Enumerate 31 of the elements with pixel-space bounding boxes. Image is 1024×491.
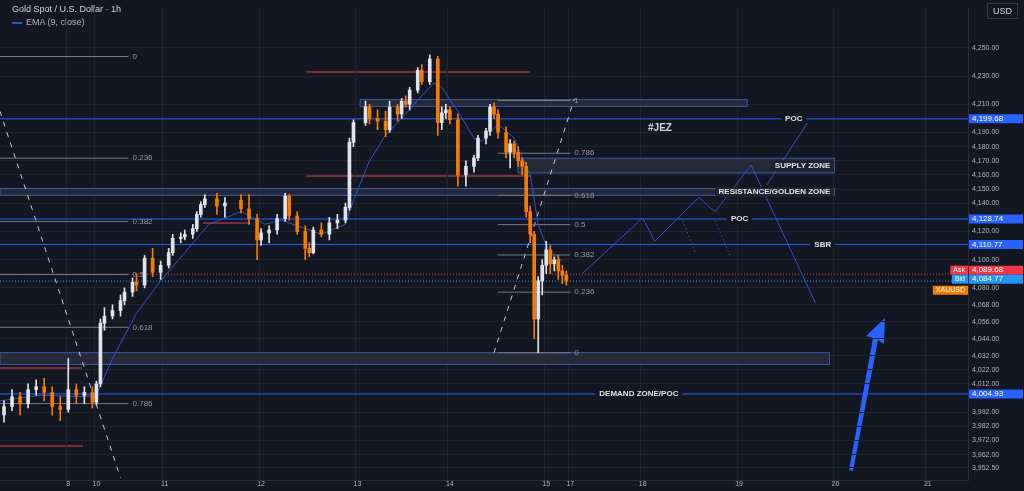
candlestick xyxy=(267,225,271,244)
annotation: POC xyxy=(785,114,803,124)
annotation: POC xyxy=(730,214,749,224)
series-label: 1 xyxy=(574,95,580,105)
y-axis-title: USD xyxy=(986,3,1018,19)
series-label: 0.236 xyxy=(132,153,154,163)
annotation: SBR xyxy=(814,239,832,249)
series-label: 0.5 xyxy=(574,219,587,229)
ref-line-label: 4,004.93 xyxy=(972,389,1004,399)
series-label: 0.618 xyxy=(132,322,154,332)
ref-line-label: 4,089.68 xyxy=(972,265,1004,275)
series-label: 0.786 xyxy=(574,148,595,158)
series-label: 0 xyxy=(132,51,138,61)
candlestick xyxy=(178,232,183,244)
series-label: 0.382 xyxy=(574,250,595,260)
legend-label: EMA (9, close) xyxy=(25,16,85,28)
chart-title: Gold Spot / U.S. Dollar · 1h xyxy=(12,3,122,15)
series-label: 0 xyxy=(574,347,580,357)
ref-line-label: 4,128.74 xyxy=(972,214,1004,224)
series-label: 0.786 xyxy=(132,398,154,408)
candlestick xyxy=(223,197,227,218)
annotation: #JEZ xyxy=(648,121,672,133)
band-label: RESISTANCE/GOLDEN ZONE xyxy=(718,187,832,197)
ref-line-label: 4,084.77 xyxy=(972,274,1004,284)
series-label: 0.236 xyxy=(574,287,595,297)
band-label: SUPPLY ZONE xyxy=(774,160,832,170)
candlestick xyxy=(34,379,38,396)
ref-line-label: 4,199.68 xyxy=(972,114,1004,124)
ref-line-label: 4,110.77 xyxy=(972,239,1004,249)
candlestick xyxy=(58,396,63,421)
annotation: DEMAND ZONE/POC xyxy=(599,389,679,399)
